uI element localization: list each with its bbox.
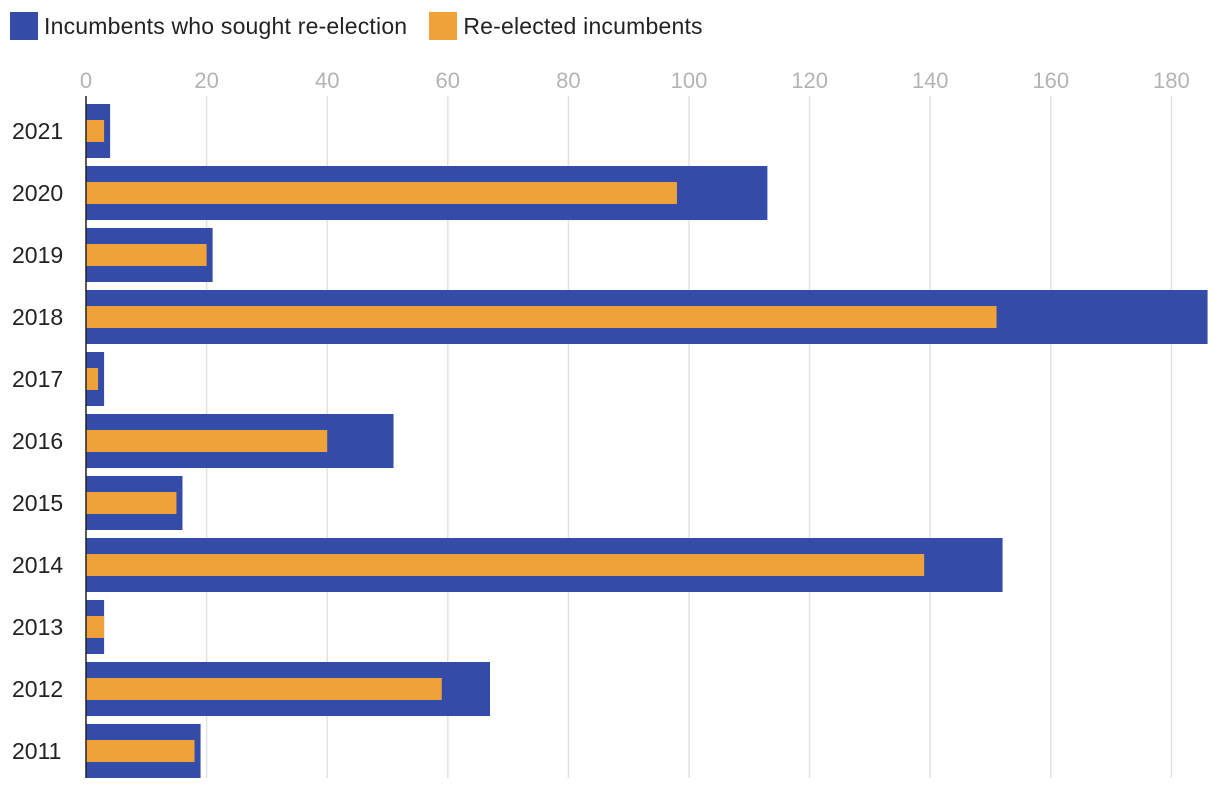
x-tick-label: 100: [671, 68, 708, 93]
bar-reelected-2020: [86, 182, 677, 204]
x-tick-label: 160: [1032, 68, 1069, 93]
bar-reelected-2018: [86, 306, 997, 328]
bar-reelected-2011: [86, 740, 195, 762]
bar-reelected-2013: [86, 616, 105, 638]
category-label: 2017: [12, 366, 63, 392]
legend-label-reelected: Re-elected incumbents: [463, 12, 703, 39]
bar-reelected-2015: [86, 492, 177, 514]
bar-reelected-2017: [86, 368, 99, 390]
x-tick-label: 80: [556, 68, 580, 93]
legend-item-sought: Incumbents who sought re-election: [10, 12, 407, 40]
legend-swatch-sought: [10, 12, 38, 40]
x-tick-label: 120: [791, 68, 828, 93]
x-tick-label: 60: [436, 68, 460, 93]
bar-reelected-2014: [86, 554, 925, 576]
category-label: 2015: [12, 490, 63, 516]
x-tick-label: 0: [80, 68, 92, 93]
category-label: 2016: [12, 428, 63, 454]
category-label: 2011: [12, 738, 61, 764]
legend-label-sought: Incumbents who sought re-election: [44, 12, 408, 39]
x-tick-label: 180: [1153, 68, 1190, 93]
legend-swatch-reelected: [429, 12, 458, 40]
category-label: 2012: [12, 676, 63, 702]
category-label: 2013: [12, 614, 63, 640]
bar-reelected-2016: [86, 430, 328, 452]
category-label: 2014: [12, 552, 63, 578]
category-label: 2018: [12, 304, 63, 330]
bar-reelected-2019: [86, 244, 207, 266]
bar-reelected-2021: [86, 120, 105, 142]
category-label: 2019: [12, 242, 63, 268]
legend-item-reelected: Re-elected incumbents: [429, 12, 703, 40]
x-tick-label: 20: [194, 68, 218, 93]
category-label: 2021: [12, 118, 63, 144]
bar-reelected-2012: [86, 678, 442, 700]
x-tick-label: 40: [315, 68, 339, 93]
category-label: 2020: [12, 180, 63, 206]
x-tick-label: 140: [912, 68, 949, 93]
legend: Incumbents who sought re-election Re-ele…: [10, 10, 715, 42]
